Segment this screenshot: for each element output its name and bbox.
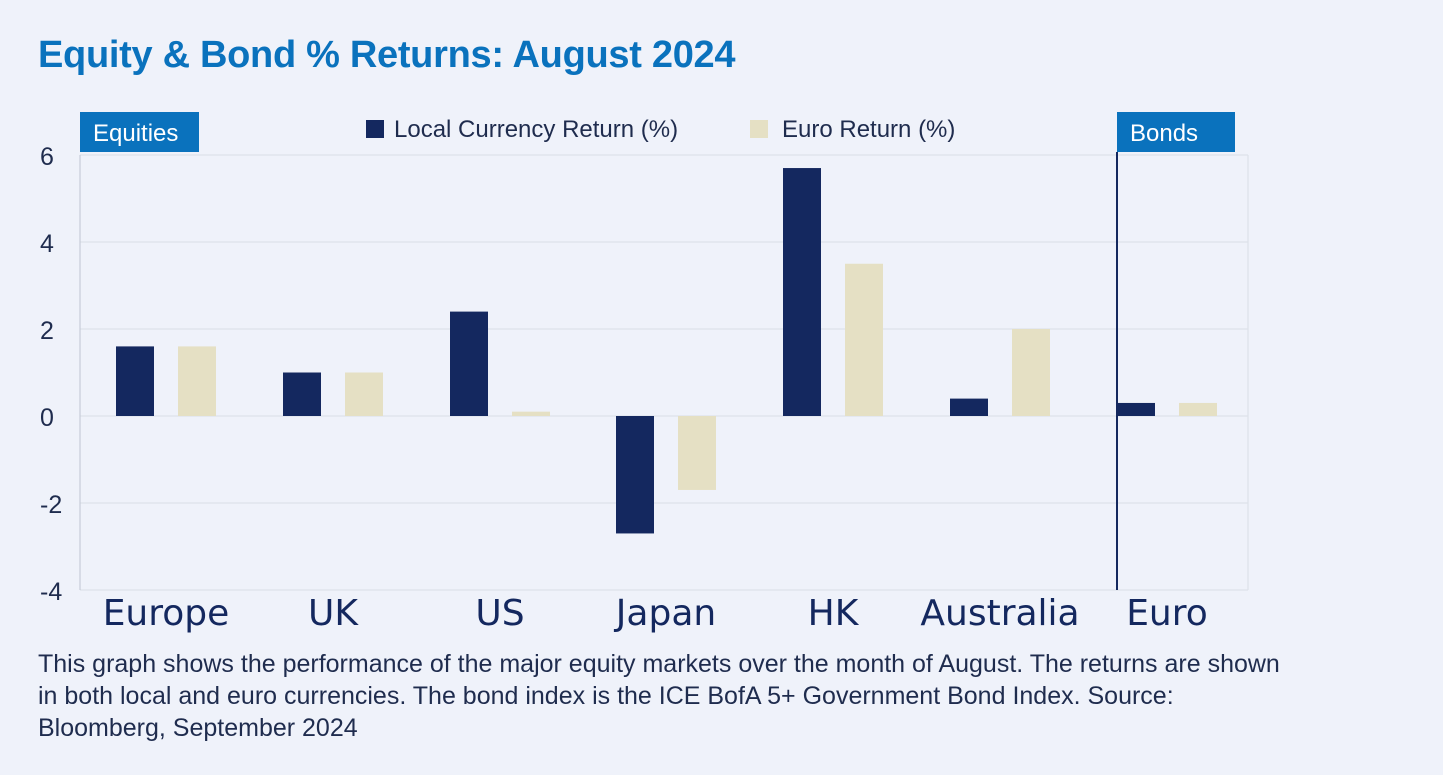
section-label-box: [80, 112, 199, 152]
chart-caption: This graph shows the performance of the …: [38, 650, 1280, 742]
legend-label: Euro Return (%): [782, 116, 955, 143]
section-label: Equities: [93, 120, 178, 147]
y-tick-labels: -4 -2 0 2 4 6: [40, 143, 62, 606]
axes: [79, 152, 1249, 590]
section-label-box: [1117, 112, 1235, 152]
bar-local-hk: [783, 168, 821, 416]
bar-euro-japan: [678, 416, 716, 490]
x-category-label: Australia: [920, 593, 1079, 634]
y-tick-label: -2: [40, 491, 62, 519]
x-category-label: UK: [308, 593, 359, 634]
legend: Local Currency Return (%) Euro Return (%): [366, 116, 955, 143]
bar-local-australia: [950, 398, 988, 416]
bar-euro-us: [512, 411, 550, 416]
bar-euro-australia: [1012, 329, 1050, 416]
bar-local-us: [450, 311, 488, 416]
bar-euro-europe: [178, 346, 216, 416]
bar-local-euro: [1117, 402, 1155, 416]
x-category-label: Japan: [614, 593, 716, 634]
x-category-labels: Europe UK US Japan HK Australia Euro: [103, 593, 1208, 634]
y-tick-label: 2: [40, 317, 54, 345]
y-tick-label: 0: [40, 404, 54, 432]
x-category-label: Euro: [1126, 593, 1208, 634]
chart-title: Equity & Bond % Returns: August 2024: [38, 34, 736, 76]
bars: [116, 168, 1217, 534]
gridlines: [80, 154, 1248, 591]
bar-chart: -4 -2 0 2 4 6 Europe UK US Japan HK Australia Euro …: [40, 112, 1249, 634]
bar-euro-euro: [1179, 402, 1217, 416]
y-tick-label: -4: [40, 578, 62, 606]
bar-euro-hk: [845, 263, 883, 416]
bar-local-japan: [616, 416, 654, 534]
x-category-label: Europe: [103, 593, 230, 634]
y-tick-label: 4: [40, 230, 54, 258]
bar-local-europe: [116, 346, 154, 416]
legend-swatch: [750, 120, 768, 138]
bar-local-uk: [283, 372, 321, 416]
legend-label: Local Currency Return (%): [394, 116, 678, 143]
legend-swatch: [366, 120, 384, 138]
section-label: Bonds: [1130, 120, 1198, 147]
section-labels: Equities Bonds: [80, 112, 1235, 152]
x-category-label: US: [475, 593, 524, 634]
y-tick-label: 6: [40, 143, 54, 171]
bar-euro-uk: [345, 372, 383, 416]
x-category-label: HK: [808, 593, 860, 634]
